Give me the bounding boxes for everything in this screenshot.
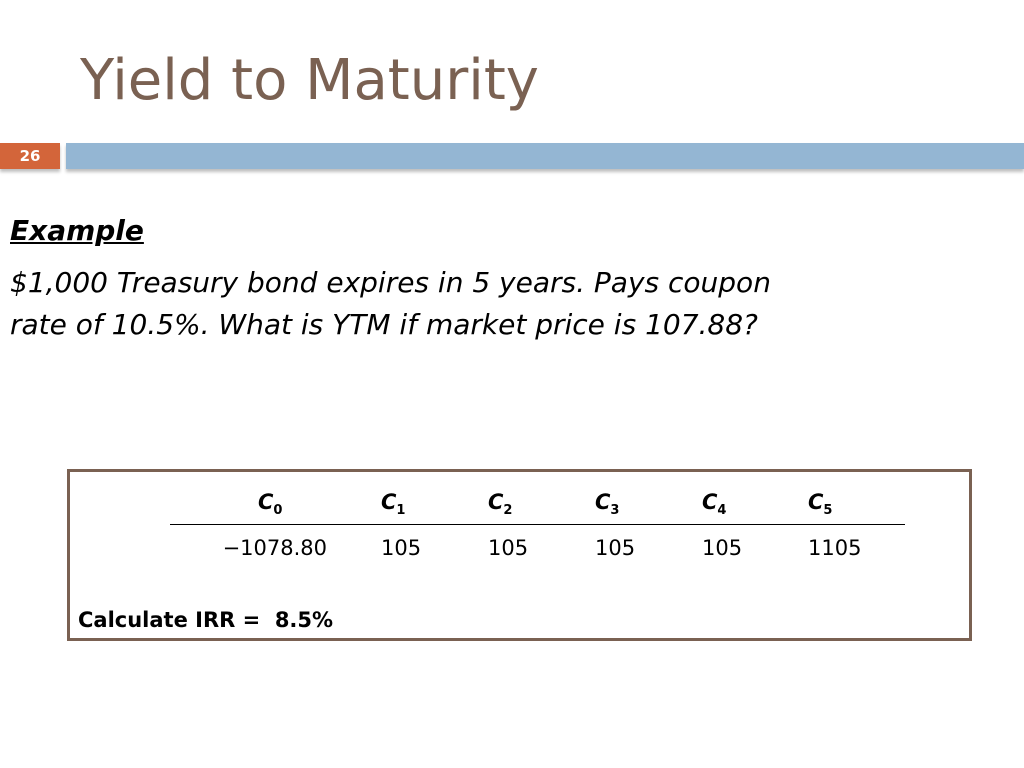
header-base: C	[488, 490, 504, 514]
column-header: C4	[702, 490, 726, 518]
header-subscript: 4	[717, 503, 727, 519]
header-base: C	[595, 490, 611, 514]
header-subscript: 3	[610, 503, 620, 519]
header-subscript: 1	[396, 503, 406, 519]
column-header: C3	[595, 490, 619, 518]
header-base: C	[808, 490, 824, 514]
header-subscript: 2	[503, 503, 513, 519]
body-line: rate of 10.5%. What is YTM if market pri…	[10, 308, 758, 341]
header-base: C	[258, 490, 274, 514]
cell: −1078.80	[222, 536, 327, 560]
header-subscript: 0	[273, 503, 283, 519]
column-header: C0	[258, 490, 282, 518]
column-header: C5	[808, 490, 832, 518]
column-header: C1	[381, 490, 405, 518]
result: Calculate IRR = 8.5%	[78, 608, 334, 632]
cell: 105	[488, 536, 529, 560]
slide-number: 26	[0, 143, 60, 169]
cell: 105	[702, 536, 743, 560]
table-rule	[170, 524, 905, 525]
example-box	[67, 469, 972, 641]
heading: Example	[10, 214, 144, 247]
header-subscript: 5	[823, 503, 833, 519]
cell: 105	[381, 536, 422, 560]
cell: 105	[595, 536, 636, 560]
header-base: C	[381, 490, 397, 514]
column-header: C2	[488, 490, 512, 518]
body-line: $1,000 Treasury bond expires in 5 years.…	[10, 266, 771, 299]
slide-title: Yield to Maturity	[80, 48, 539, 113]
header-bar	[66, 143, 1024, 169]
header-base: C	[702, 490, 718, 514]
cell: 1105	[808, 536, 862, 560]
